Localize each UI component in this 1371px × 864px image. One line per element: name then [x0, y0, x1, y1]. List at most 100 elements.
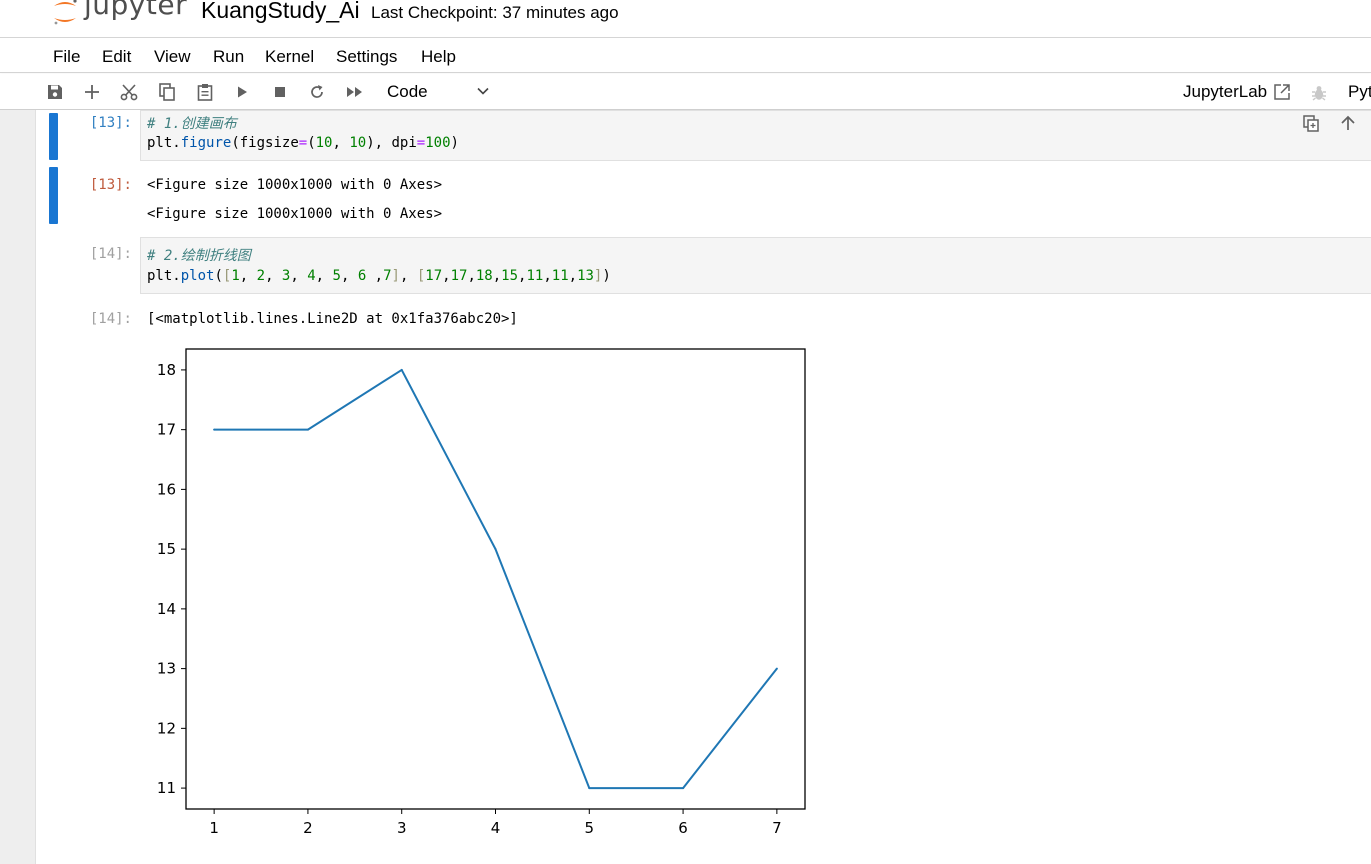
- menu-bar: File Edit View Run Kernel Settings Help: [0, 39, 1371, 73]
- cut-icon: [120, 84, 138, 101]
- data-point: [588, 787, 591, 790]
- x-tick-label: 5: [585, 819, 595, 837]
- code-token: 7: [383, 268, 392, 284]
- code-token: figure: [180, 135, 232, 151]
- left-gutter: [0, 110, 36, 864]
- y-tick-label: 18: [157, 361, 176, 379]
- code-token: 100: [425, 135, 451, 151]
- code-token: ,: [290, 268, 308, 284]
- save-icon: [48, 85, 62, 99]
- code-token: 17: [425, 268, 443, 284]
- cell-type-select[interactable]: Code: [387, 82, 428, 101]
- menu-view[interactable]: View: [154, 47, 191, 66]
- code-token: ,: [543, 268, 552, 284]
- menu-settings[interactable]: Settings: [336, 47, 398, 66]
- code-comment: # 2.绘制折线图: [147, 248, 251, 264]
- cell-collapser-input[interactable]: [49, 113, 58, 160]
- menu-file[interactable]: File: [53, 47, 81, 66]
- kernel-name[interactable]: Pyt: [1348, 82, 1371, 101]
- notebook-title[interactable]: KuangStudy_Ai: [201, 0, 360, 23]
- y-tick-label: 12: [157, 719, 176, 737]
- cut-button[interactable]: [118, 81, 140, 103]
- code-token: ,: [442, 268, 451, 284]
- data-point: [213, 428, 216, 431]
- code-token: =: [416, 135, 426, 151]
- open-jupyterlab-link[interactable]: JupyterLab: [1183, 82, 1268, 101]
- output-text: [<matplotlib.lines.Line2D at 0x1fa376abc…: [147, 311, 518, 327]
- run-all-button[interactable]: [344, 81, 366, 103]
- x-tick-label: 3: [397, 819, 407, 837]
- input-prompt: [14]:: [89, 246, 132, 262]
- restart-icon: [311, 85, 323, 98]
- insert-cell-button[interactable]: [81, 81, 103, 103]
- x-tick-label: 2: [303, 819, 313, 837]
- code-token: .: [172, 135, 181, 151]
- code-token: (figsize: [231, 135, 299, 151]
- copy-button[interactable]: [156, 81, 178, 103]
- data-point: [400, 368, 403, 371]
- y-tick-label: 13: [157, 660, 176, 678]
- code-token: 11: [526, 268, 544, 284]
- code-token: ,: [340, 268, 358, 284]
- code-token: [: [222, 268, 232, 284]
- code-line: plt.plot([1, 2, 3, 4, 5, 6 ,7], [17,17,1…: [147, 268, 611, 284]
- copy-icon: [159, 83, 175, 101]
- code-token: 17: [450, 268, 468, 284]
- code-cell-editor[interactable]: # 1.创建画布 plt.figure(figsize=(10, 10), dp…: [140, 110, 1371, 161]
- x-tick-label: 1: [209, 819, 219, 837]
- menu-edit[interactable]: Edit: [102, 47, 132, 66]
- code-token: ,: [265, 268, 282, 284]
- chevron-down-icon[interactable]: [476, 84, 490, 103]
- top-header: jupyter KuangStudy_Ai Last Checkpoint: 3…: [0, 0, 1371, 38]
- code-token: , dpi: [374, 135, 417, 151]
- move-cell-up-button[interactable]: [1337, 112, 1359, 134]
- output-text: <Figure size 1000x1000 with 0 Axes>: [147, 177, 443, 193]
- code-token: ): [366, 135, 375, 151]
- code-token: ]: [593, 268, 603, 284]
- y-tick-label: 17: [157, 421, 176, 439]
- code-token: ,: [518, 268, 527, 284]
- cell-collapser-output[interactable]: [49, 167, 58, 224]
- run-cell-button[interactable]: [231, 81, 253, 103]
- code-token: ,: [332, 135, 350, 151]
- code-token: (: [214, 268, 223, 284]
- code-token: 6: [357, 268, 375, 284]
- code-token: plt: [147, 135, 173, 151]
- code-cell-editor[interactable]: # 2.绘制折线图 plt.plot([1, 2, 3, 4, 5, 6 ,7]…: [140, 237, 1371, 294]
- duplicate-icon: [1303, 115, 1319, 132]
- code-token: 5: [332, 268, 341, 284]
- checkpoint-status: Last Checkpoint: 37 minutes ago: [371, 3, 619, 22]
- code-token: [: [416, 268, 426, 284]
- add-icon: [85, 85, 99, 99]
- output-prompt: [13]:: [89, 177, 132, 193]
- duplicate-cell-button[interactable]: [1300, 112, 1322, 134]
- external-link-icon[interactable]: [1273, 83, 1291, 106]
- save-button[interactable]: [44, 81, 66, 103]
- x-tick-label: 7: [772, 819, 782, 837]
- stop-icon: [275, 87, 285, 97]
- plot-frame: [185, 348, 806, 810]
- debugger-bug-icon[interactable]: [1310, 84, 1328, 107]
- restart-kernel-button[interactable]: [306, 81, 328, 103]
- paste-button[interactable]: [194, 81, 216, 103]
- jupyter-logo-icon: [54, 0, 77, 25]
- jupyter-logo[interactable]: jupyter: [50, 0, 190, 32]
- notebook-toolbar: Code JupyterLab Pyt: [0, 74, 1371, 110]
- code-token: ): [602, 268, 611, 284]
- run-icon: [238, 86, 247, 98]
- interrupt-kernel-button[interactable]: [269, 81, 291, 103]
- data-point: [775, 667, 778, 670]
- code-token: ,: [374, 268, 384, 284]
- code-token: ]: [391, 268, 400, 284]
- code-token: (: [307, 135, 316, 151]
- data-point: [494, 548, 497, 551]
- menu-kernel[interactable]: Kernel: [265, 47, 315, 66]
- run-all-icon: [347, 87, 362, 97]
- menu-help[interactable]: Help: [421, 47, 456, 66]
- code-token: ,: [399, 268, 417, 284]
- x-tick-label: 6: [678, 819, 688, 837]
- menu-run[interactable]: Run: [213, 47, 245, 66]
- code-token: .: [172, 268, 181, 284]
- data-point: [306, 428, 309, 431]
